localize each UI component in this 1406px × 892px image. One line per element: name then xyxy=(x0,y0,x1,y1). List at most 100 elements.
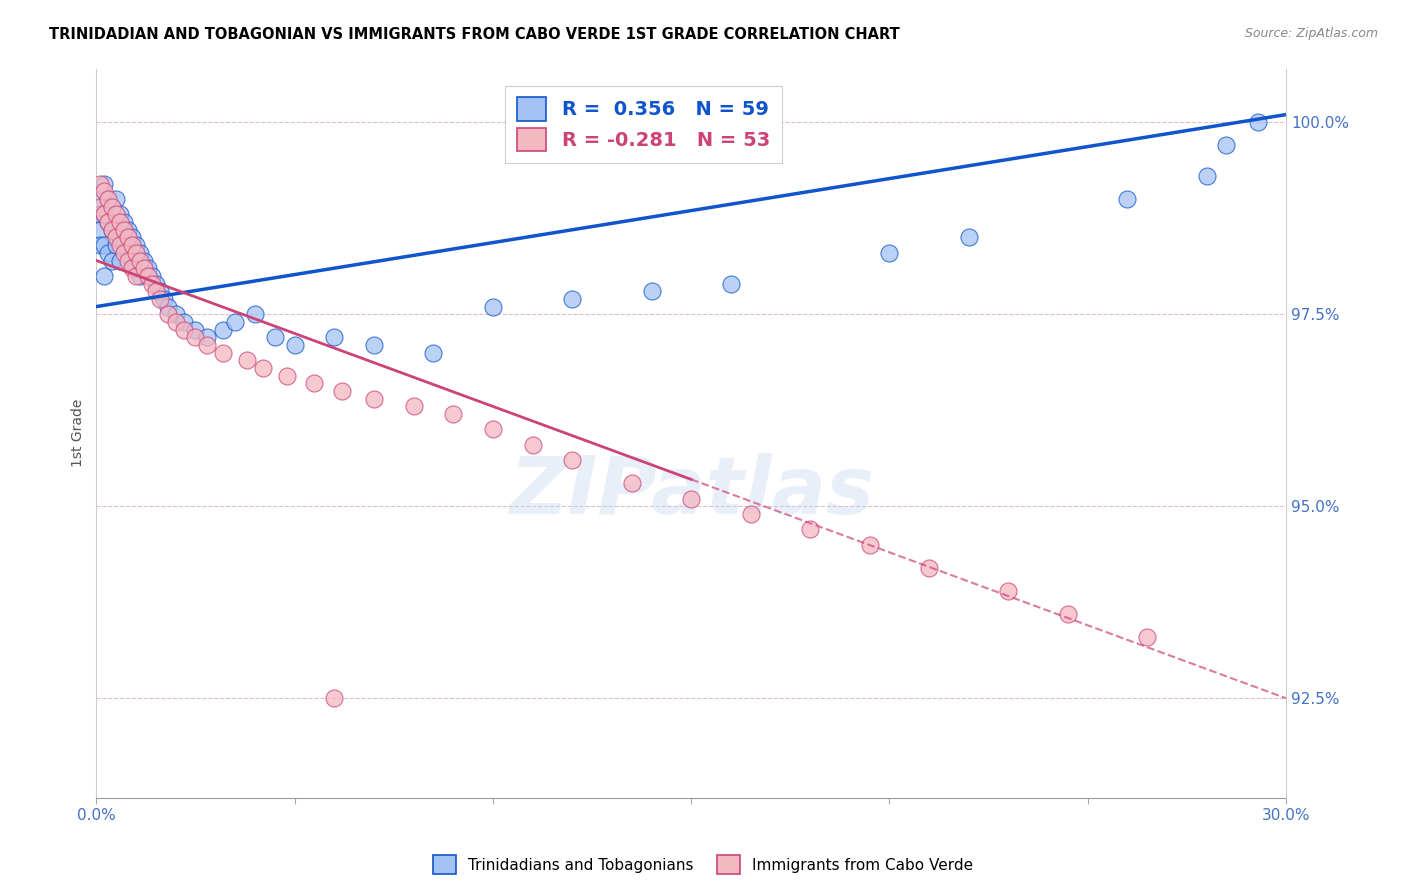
Point xyxy=(1195,169,1218,183)
Point xyxy=(152,292,174,306)
Point xyxy=(132,261,155,276)
Point xyxy=(363,392,385,406)
Point xyxy=(957,230,980,244)
Point xyxy=(141,268,163,283)
Point xyxy=(330,384,353,398)
Point xyxy=(173,323,195,337)
Point xyxy=(108,215,131,229)
Point xyxy=(105,230,128,244)
Point xyxy=(93,177,115,191)
Point xyxy=(145,277,167,291)
Point xyxy=(799,522,821,536)
Point xyxy=(125,268,148,283)
Point xyxy=(1057,607,1080,621)
Text: Source: ZipAtlas.com: Source: ZipAtlas.com xyxy=(1244,27,1378,40)
Point xyxy=(1116,192,1139,206)
Point xyxy=(640,284,662,298)
Point xyxy=(97,245,120,260)
Point xyxy=(125,238,148,252)
Point xyxy=(740,507,762,521)
Point xyxy=(149,284,172,298)
Point xyxy=(165,315,187,329)
Point xyxy=(93,207,115,221)
Point xyxy=(482,300,505,314)
Point xyxy=(93,238,115,252)
Point xyxy=(284,338,307,352)
Point xyxy=(93,268,115,283)
Point xyxy=(117,223,139,237)
Point xyxy=(184,323,207,337)
Point xyxy=(1247,115,1270,129)
Point xyxy=(173,315,195,329)
Point xyxy=(141,277,163,291)
Point xyxy=(108,230,131,244)
Point xyxy=(263,330,285,344)
Point xyxy=(184,330,207,344)
Point xyxy=(112,223,135,237)
Point xyxy=(561,292,583,306)
Point xyxy=(105,192,128,206)
Point xyxy=(304,376,326,391)
Point xyxy=(195,338,218,352)
Point xyxy=(997,583,1019,598)
Point xyxy=(363,338,385,352)
Point xyxy=(89,177,111,191)
Point xyxy=(129,253,152,268)
Point xyxy=(156,300,179,314)
Point xyxy=(93,185,115,199)
Point xyxy=(105,238,128,252)
Point xyxy=(243,307,266,321)
Point xyxy=(165,307,187,321)
Point xyxy=(129,245,152,260)
Point xyxy=(121,230,143,244)
Point xyxy=(112,238,135,252)
Point xyxy=(195,330,218,344)
Point xyxy=(402,400,425,414)
Point xyxy=(136,268,159,283)
Point xyxy=(620,476,643,491)
Point xyxy=(101,200,124,214)
Point xyxy=(108,238,131,252)
Point xyxy=(105,207,128,221)
Point xyxy=(93,207,115,221)
Point xyxy=(236,353,259,368)
Point xyxy=(276,368,298,383)
Point xyxy=(112,215,135,229)
Point xyxy=(224,315,246,329)
Point xyxy=(117,253,139,268)
Point xyxy=(121,253,143,268)
Point xyxy=(101,200,124,214)
Point xyxy=(1136,630,1159,644)
Point xyxy=(323,330,346,344)
Point xyxy=(108,207,131,221)
Point xyxy=(145,284,167,298)
Point xyxy=(858,538,880,552)
Point xyxy=(212,323,235,337)
Point xyxy=(422,345,444,359)
Point xyxy=(101,223,124,237)
Point xyxy=(97,192,120,206)
Point xyxy=(156,307,179,321)
Point xyxy=(1215,138,1237,153)
Point xyxy=(879,245,901,260)
Point xyxy=(97,192,120,206)
Point xyxy=(125,261,148,276)
Point xyxy=(681,491,703,506)
Point xyxy=(522,438,544,452)
Point xyxy=(101,223,124,237)
Point xyxy=(105,215,128,229)
Point xyxy=(441,407,464,421)
Point xyxy=(121,261,143,276)
Point xyxy=(132,253,155,268)
Point xyxy=(561,453,583,467)
Point xyxy=(89,207,111,221)
Point xyxy=(101,253,124,268)
Point xyxy=(482,422,505,436)
Point xyxy=(125,245,148,260)
Point xyxy=(89,200,111,214)
Legend: R =  0.356   N = 59, R = -0.281   N = 53: R = 0.356 N = 59, R = -0.281 N = 53 xyxy=(505,86,782,163)
Legend: Trinidadians and Tobagonians, Immigrants from Cabo Verde: Trinidadians and Tobagonians, Immigrants… xyxy=(427,849,979,880)
Point xyxy=(97,215,120,229)
Point xyxy=(136,261,159,276)
Point xyxy=(720,277,742,291)
